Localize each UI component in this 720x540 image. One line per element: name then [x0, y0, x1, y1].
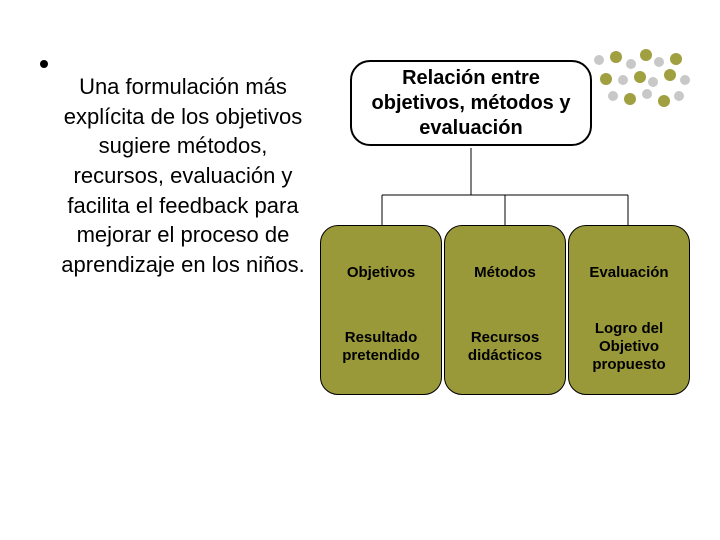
decor-dot-icon: [680, 75, 690, 85]
slide: Una formulación más explícita de los obj…: [0, 0, 720, 540]
tree-child-box: EvaluaciónLogro del Objetivo propuesto: [568, 225, 690, 395]
tree-child-box: MétodosRecursos didácticos: [444, 225, 566, 395]
tree-header-box: Relación entre objetivos, métodos y eval…: [350, 60, 592, 146]
decor-dot-icon: [664, 69, 676, 81]
decor-dot-icon: [626, 59, 636, 69]
tree-child-top-label: Métodos: [474, 236, 536, 310]
decor-dot-icon: [648, 77, 658, 87]
decor-dot-icon: [600, 73, 612, 85]
tree-child-top-label: Evaluación: [589, 236, 668, 310]
decor-dot-icon: [658, 95, 670, 107]
decor-dot-icon: [608, 91, 618, 101]
tree-child-box: ObjetivosResultado pretendido: [320, 225, 442, 395]
decor-dot-icon: [610, 51, 622, 63]
tree-child-bottom-label: Resultado pretendido: [325, 310, 437, 384]
decor-dot-icon: [618, 75, 628, 85]
tree-child-bottom-label: Logro del Objetivo propuesto: [573, 310, 685, 384]
tree-child-row: ObjetivosResultado pretendidoMétodosRecu…: [320, 225, 690, 395]
decor-dot-icon: [640, 49, 652, 61]
decor-dot-icon: [624, 93, 636, 105]
tree-child-top-label: Objetivos: [347, 236, 415, 310]
decor-dot-icon: [670, 53, 682, 65]
decorative-dots-icon: [590, 45, 700, 115]
decor-dot-icon: [642, 89, 652, 99]
left-paragraph: Una formulación más explícita de los obj…: [58, 72, 308, 280]
decor-dot-icon: [654, 57, 664, 67]
decor-dot-icon: [674, 91, 684, 101]
tree-child-bottom-label: Recursos didácticos: [449, 310, 561, 384]
bullet-dot-icon: [40, 60, 48, 68]
decor-dot-icon: [594, 55, 604, 65]
decor-dot-icon: [634, 71, 646, 83]
